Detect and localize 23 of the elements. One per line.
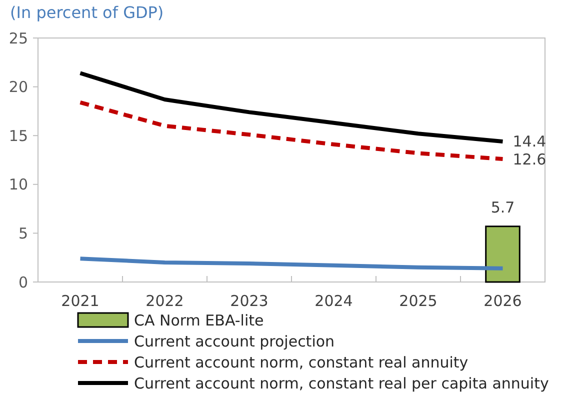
line-series: [78, 256, 505, 270]
y-tick-label: 0: [18, 273, 28, 292]
x-tick-label: 2021: [61, 292, 100, 310]
y-tick-label: 5: [18, 224, 28, 242]
x-tick-label: 2024: [314, 292, 353, 310]
legend-label: Current account projection: [134, 332, 335, 350]
legend-label: CA Norm EBA-lite: [134, 311, 264, 330]
x-tick-label: 2026: [484, 292, 522, 310]
x-tick-label: 2023: [230, 292, 268, 310]
y-tick-label: 25: [8, 29, 28, 48]
legend-label: Current account norm, constant real per capita annuity: [134, 374, 549, 392]
data-label: 14.4: [512, 132, 546, 151]
data-label: 12.6: [512, 150, 546, 168]
y-tick-label: 15: [8, 126, 28, 145]
legend-label: Current account norm, constant real annuity: [134, 353, 468, 372]
line-series: [78, 100, 505, 162]
x-tick-label: 2022: [146, 292, 184, 310]
line-series: [78, 71, 505, 144]
data-label: 5.7: [490, 198, 515, 216]
y-tick-label: 20: [8, 78, 28, 96]
x-tick-label: 2025: [399, 292, 438, 310]
chart-subtitle: (In percent of GDP): [10, 3, 164, 22]
y-tick-label: 10: [8, 176, 28, 194]
